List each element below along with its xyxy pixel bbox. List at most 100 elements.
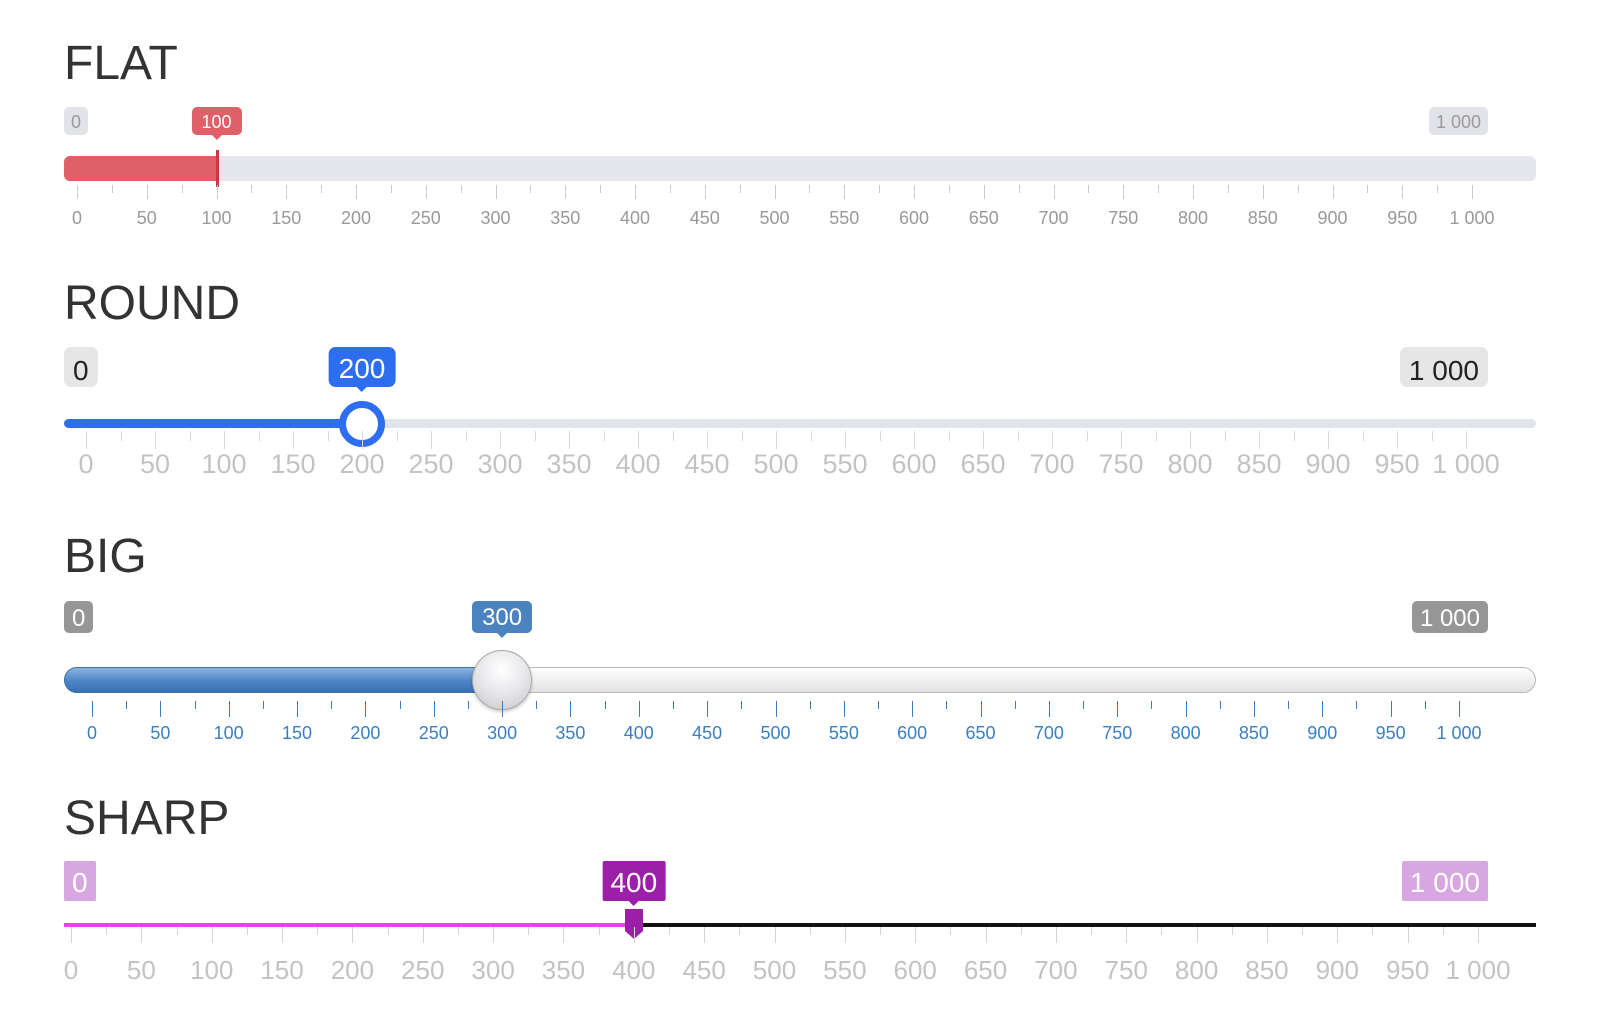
flat-tick-label: 200 [340, 208, 372, 228]
flat-tick-label: 300 [480, 208, 511, 228]
big-current-value-label: 300 [472, 601, 533, 638]
sharp-slider-track[interactable] [64, 923, 1536, 927]
round-tick-label: 250 [408, 449, 454, 479]
round-minor-tick [327, 431, 329, 441]
flat-tick-label: 150 [271, 208, 302, 228]
big-tick-label: 600 [897, 723, 928, 743]
flat-tick-label: 400 [619, 208, 651, 228]
big-minor-tick [946, 701, 948, 709]
flat-minor-tick [321, 185, 323, 193]
sharp-minor-tick [106, 927, 108, 935]
sharp-tick-label: 200 [330, 955, 375, 985]
round-minor-tick [465, 431, 467, 441]
sharp-major-tick [915, 927, 917, 943]
big-tick-label: 650 [965, 723, 996, 743]
big-major-tick [1459, 701, 1460, 717]
sharp-minor-tick [739, 927, 741, 935]
flat-major-tick [704, 185, 706, 199]
flat-tick-label: 500 [759, 208, 790, 228]
flat-minor-tick [1088, 185, 1090, 193]
sharp-max-label: 1 000 [1401, 861, 1488, 901]
flat-major-tick [495, 185, 497, 199]
flat-minor-tick [181, 185, 183, 193]
round-slider-track[interactable] [64, 419, 1536, 428]
sharp-major-tick [493, 927, 495, 943]
round-tick-label: 0 [78, 449, 94, 479]
sharp-tick-label: 100 [189, 955, 234, 985]
sharp-major-tick [704, 927, 706, 943]
flat-tick-label: 650 [968, 208, 999, 228]
big-tick-label: 900 [1307, 723, 1338, 743]
sharp-tick-label: 350 [541, 955, 586, 985]
big-major-tick [843, 701, 845, 717]
flat-slider-handle[interactable] [215, 150, 219, 187]
sharp-minor-tick [1231, 927, 1233, 935]
round-tick-label: 200 [339, 449, 385, 479]
round-tick-label: 50 [139, 449, 171, 479]
big-tick-label: 1 000 [1436, 723, 1482, 743]
flat-min-label: 0 [64, 107, 89, 135]
round-major-tick [914, 431, 915, 449]
flat-major-tick [844, 185, 846, 199]
sharp-major-tick [422, 927, 424, 943]
sharp-tick-label: 700 [1034, 955, 1078, 985]
sharp-major-tick [1266, 927, 1268, 943]
flat-tick-label: 600 [898, 208, 930, 228]
sharp-minor-tick [246, 927, 248, 935]
round-minor-tick [948, 431, 950, 441]
round-minor-tick [672, 431, 674, 441]
sharp-minor-tick [950, 927, 952, 935]
sharp-major-tick [211, 927, 213, 943]
sharp-minor-tick [880, 927, 882, 935]
flat-tick-label: 50 [136, 208, 157, 228]
sharp-minor-tick [176, 927, 178, 935]
big-minor-tick [331, 701, 333, 709]
flat-tick-label: 850 [1247, 208, 1278, 228]
round-major-tick [1121, 431, 1122, 449]
big-major-tick [1322, 701, 1324, 717]
flat-minor-tick [460, 185, 462, 193]
sharp-minor-tick [668, 927, 670, 935]
big-slider-fill [64, 667, 503, 693]
big-max-label: 1 000 [1411, 601, 1488, 633]
sharp-tick-label: 450 [682, 955, 726, 985]
sharp-tick-scale: 0 50 100 150 200 250 300 350 400 450 500 550 600 650 7… [0, 927, 1606, 987]
round-major-tick [224, 431, 225, 449]
big-tick-label: 250 [418, 723, 449, 743]
big-tick-label: 450 [692, 723, 723, 743]
big-minor-tick [536, 701, 538, 709]
flat-slider-track[interactable] [64, 156, 1536, 181]
round-tick-label: 100 [201, 449, 247, 479]
big-tick-label: 100 [213, 723, 244, 743]
sharp-tick-label: 150 [260, 955, 304, 985]
big-major-tick [707, 701, 709, 717]
round-major-tick [569, 431, 570, 449]
big-minor-tick [1356, 701, 1358, 709]
sharp-slider-handle[interactable] [623, 909, 645, 939]
flat-slider-title: FLAT [64, 37, 178, 90]
round-tick-label: 800 [1167, 449, 1213, 479]
sharp-tick-label: 750 [1104, 955, 1148, 985]
flat-tick-label: 250 [410, 208, 441, 228]
sharp-tick-label: 0 [63, 955, 79, 985]
flat-tick-label: 350 [550, 208, 581, 228]
round-major-tick [638, 431, 639, 449]
flat-tick-label: 950 [1387, 208, 1418, 228]
big-major-tick [980, 701, 982, 717]
round-minor-tick [396, 431, 398, 441]
flat-major-tick [1123, 185, 1125, 199]
flat-major-tick [983, 185, 985, 199]
big-major-tick [1048, 701, 1050, 717]
big-tick-label: 300 [487, 723, 518, 743]
round-minor-tick [810, 431, 812, 441]
flat-minor-tick [669, 185, 671, 193]
sharp-tick-label: 250 [401, 955, 445, 985]
round-minor-tick [603, 431, 605, 441]
sharp-tick-label: 650 [963, 955, 1008, 985]
sharp-major-tick [1055, 927, 1057, 943]
round-major-tick [1259, 431, 1260, 449]
big-minor-tick [1288, 701, 1290, 709]
sharp-slider-title: SHARP [64, 792, 230, 845]
flat-tick-scale: 0 50 100 150 200 250 300 350 400 450 500 550 600 650 7… [0, 185, 1606, 245]
round-tick-label: 650 [960, 449, 1006, 479]
